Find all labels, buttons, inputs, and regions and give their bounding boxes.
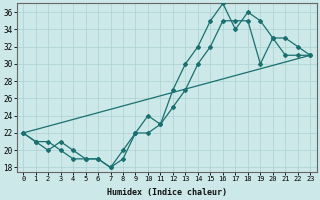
X-axis label: Humidex (Indice chaleur): Humidex (Indice chaleur) [107,188,227,197]
